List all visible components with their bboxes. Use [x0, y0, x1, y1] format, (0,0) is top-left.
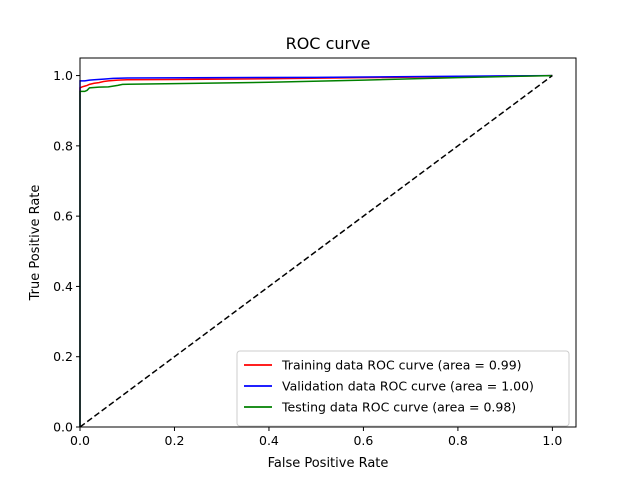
x-tick-label: 0.0 [70, 433, 90, 448]
y-tick-label: 0.6 [53, 209, 73, 224]
x-tick-label: 0.4 [259, 433, 279, 448]
legend-entry: Validation data ROC curve (area = 1.00) [282, 379, 534, 394]
x-tick-label: 0.8 [448, 433, 468, 448]
chart-title: ROC curve [286, 34, 371, 53]
y-tick-label: 0.2 [53, 349, 73, 364]
x-tick-label: 1.0 [542, 433, 562, 448]
legend-entry: Testing data ROC curve (area = 0.98) [281, 400, 516, 415]
x-tick-label: 0.2 [165, 433, 185, 448]
y-tick-label: 1.0 [53, 68, 73, 83]
y-tick-label: 0.4 [53, 279, 73, 294]
y-tick-label: 0.8 [53, 138, 73, 153]
y-axis-ticks: 0.0 0.2 0.4 0.6 0.8 1.0 [53, 68, 80, 435]
axes-frame [79, 57, 577, 428]
x-tick-label: 0.6 [353, 433, 373, 448]
series-line-0 [79, 74, 553, 427]
series-line-2 [79, 74, 553, 427]
plot-area [79, 74, 553, 428]
diagonal-reference-line [79, 74, 553, 428]
y-axis-label: True Positive Rate [28, 185, 43, 302]
legend-box [236, 350, 570, 427]
y-tick-label: 0.0 [53, 420, 73, 435]
x-axis-label: False Positive Rate [268, 456, 389, 471]
legend: Training data ROC curve (area = 0.99) Val… [236, 350, 570, 427]
x-axis-ticks: 0.0 0.2 0.4 0.6 0.8 1.0 [70, 427, 562, 448]
legend-entry: Training data ROC curve (area = 0.99) [281, 358, 522, 373]
series-line-1 [79, 74, 553, 427]
